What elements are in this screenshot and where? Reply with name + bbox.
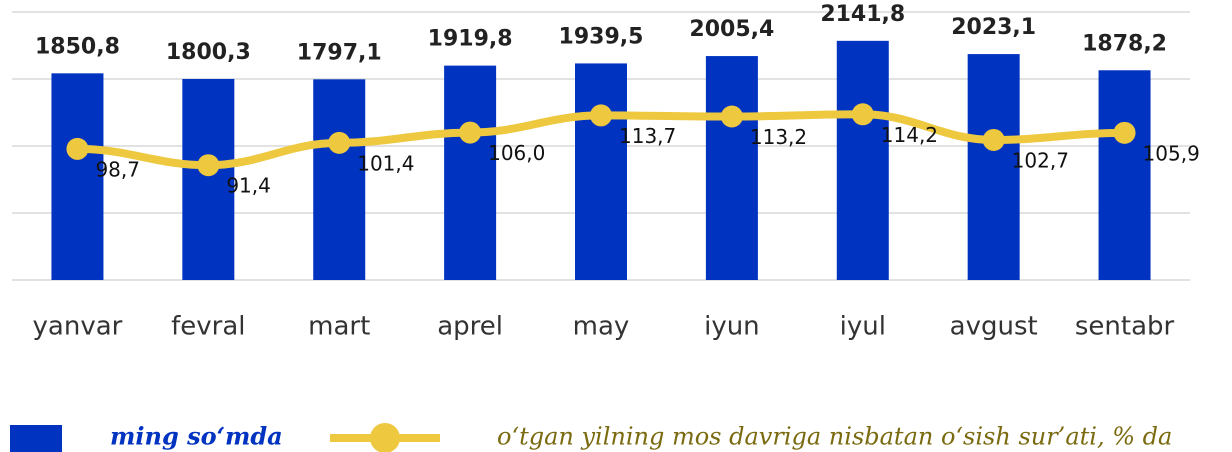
legend-swatch-marker — [370, 423, 400, 452]
legend-label: o‘tgan yilning mos davriga nisbatan o‘si… — [497, 423, 1172, 451]
line-marker — [197, 154, 220, 177]
line-value-label: 113,7 — [619, 124, 676, 148]
line-marker — [1113, 121, 1136, 144]
legend-label: ming so‘mda — [110, 422, 283, 451]
line-value-label: 98,7 — [95, 157, 140, 181]
bar-value-label: 2023,1 — [951, 15, 1036, 40]
line-marker — [328, 131, 351, 154]
x-tick-label: may — [573, 312, 630, 342]
legend-swatch-bar — [10, 425, 62, 452]
bar — [1098, 70, 1151, 280]
bar-value-label: 1800,3 — [166, 40, 251, 65]
line-value-label: 91,4 — [226, 174, 271, 198]
bar-value-label: 1797,1 — [297, 40, 382, 65]
bar-value-label: 1919,8 — [428, 27, 513, 52]
line-value-label: 113,2 — [750, 125, 807, 149]
x-tick-label: yanvar — [33, 312, 123, 342]
line-marker — [982, 128, 1005, 151]
line-value-label: 105,9 — [1143, 141, 1200, 165]
line-marker — [459, 121, 482, 144]
line-value-label: 101,4 — [357, 151, 414, 175]
bar-value-label: 2005,4 — [689, 17, 774, 42]
x-tick-label: iyul — [840, 312, 886, 342]
x-tick-label: aprel — [437, 312, 503, 342]
x-tick-label: avgust — [950, 312, 1038, 342]
x-tick-label: iyun — [704, 312, 760, 342]
bar-value-label: 1850,8 — [35, 34, 120, 59]
bar — [51, 73, 104, 280]
x-tick-label: mart — [308, 312, 370, 342]
line-marker — [720, 105, 743, 128]
bar — [313, 79, 366, 281]
bar — [967, 54, 1020, 281]
bar-value-label: 2141,8 — [820, 2, 905, 27]
bar — [836, 40, 889, 280]
line-marker — [590, 104, 612, 127]
bar-value-label: 1939,5 — [559, 24, 644, 49]
bar — [182, 78, 235, 281]
line-value-label: 106,0 — [488, 141, 545, 165]
bar-value-label: 1878,2 — [1082, 31, 1167, 56]
x-tick-label: fevral — [171, 312, 245, 342]
bar — [705, 56, 758, 281]
line-marker — [66, 137, 89, 160]
line-value-label: 114,2 — [881, 123, 938, 147]
line-value-label: 102,7 — [1012, 148, 1069, 172]
line-marker — [851, 103, 874, 126]
bar — [444, 65, 497, 280]
x-tick-label: sentabr — [1075, 312, 1175, 342]
bar — [575, 63, 627, 280]
